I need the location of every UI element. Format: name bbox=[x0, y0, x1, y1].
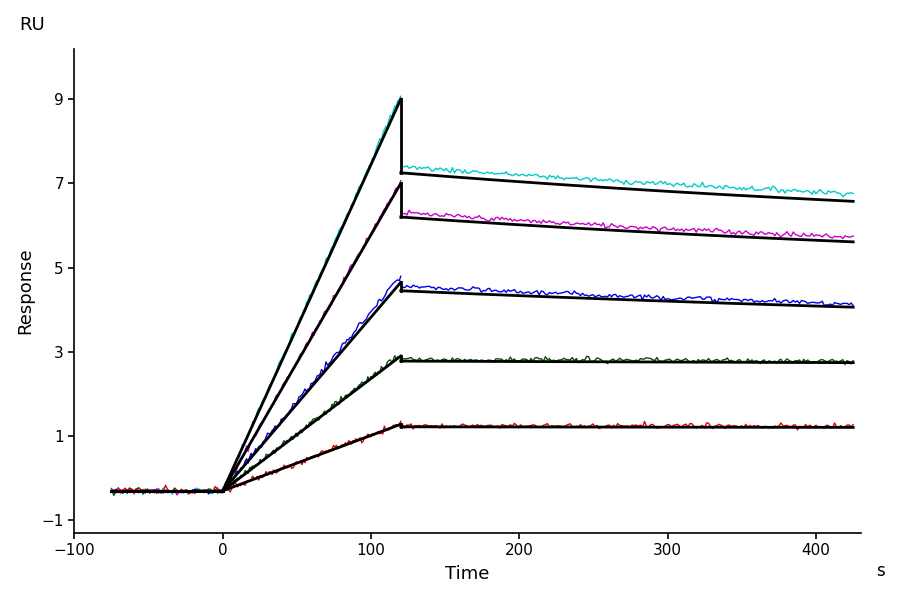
Y-axis label: Response: Response bbox=[17, 247, 35, 334]
Text: RU: RU bbox=[20, 16, 45, 34]
X-axis label: Time: Time bbox=[446, 565, 490, 583]
Text: s: s bbox=[877, 562, 885, 580]
